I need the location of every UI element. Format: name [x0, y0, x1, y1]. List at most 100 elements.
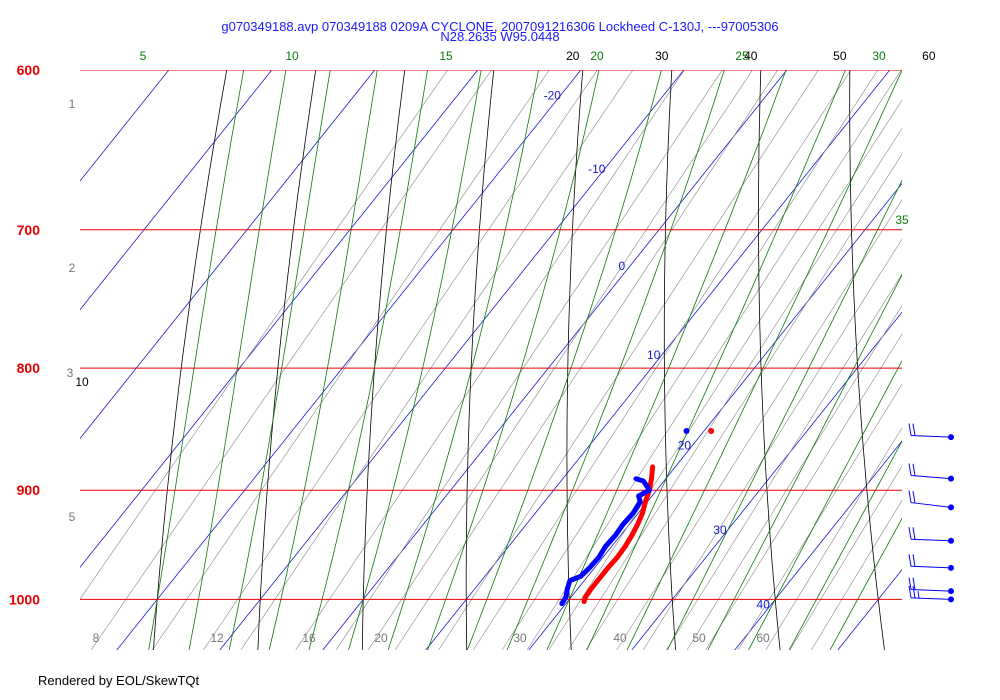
moist-adiabat-line	[228, 70, 331, 650]
wind-barb-flag	[908, 585, 912, 598]
dry-adiabat-label: 50	[833, 49, 847, 63]
mixing-ratio-line	[765, 427, 902, 650]
wind-barb-flag	[908, 490, 912, 503]
wind-barb-staff	[910, 434, 952, 438]
mixing-ratio-line	[335, 70, 723, 650]
wind-barb-dot	[948, 434, 954, 441]
mixing-ratio-line	[501, 70, 879, 650]
chart-grid	[80, 70, 1000, 650]
mixing-ratio-line	[666, 273, 902, 650]
moist-adiabat-line	[308, 70, 428, 650]
mixing-ratio-line	[295, 70, 685, 650]
isotherm-line	[425, 70, 891, 650]
moist-adiabat-line	[707, 274, 902, 650]
isotherm-line	[116, 70, 582, 650]
moist-adiabat-line	[348, 70, 482, 650]
moist-adiabat-line	[788, 440, 902, 650]
dry-adiabat-line	[849, 70, 885, 650]
wind-barb-staff	[910, 474, 952, 480]
dry-adiabat-line	[663, 70, 676, 650]
mixing-ratio-label: 60	[756, 631, 770, 645]
wind-barb-dot	[948, 596, 954, 603]
wind-barb-dot	[948, 564, 954, 571]
dry-adiabat-label: 20	[566, 49, 580, 63]
pressure-label: 900	[17, 482, 41, 498]
isotherm-label: -20	[544, 89, 562, 103]
mixing-ratio-line	[394, 70, 778, 650]
moist-adiabat-label: 20	[590, 49, 604, 63]
mixing-ratio-line	[438, 70, 819, 650]
chart-profiles	[559, 423, 954, 607]
mixing-ratio-line	[152, 70, 550, 650]
wind-barb-flag	[908, 527, 912, 540]
moist-adiabat-label: 25	[735, 49, 749, 63]
wind-barb-dot	[948, 504, 954, 511]
pressure-label: 600	[17, 62, 41, 78]
mixing-ratio-line	[705, 333, 902, 650]
isotherm-label: 40	[756, 598, 770, 612]
moist-adiabat-line	[829, 517, 902, 650]
wind-barb-flag	[912, 490, 916, 504]
isotherm-line	[734, 440, 902, 650]
isotherm-label: -10	[588, 162, 606, 176]
moist-adiabat-label: 30	[872, 49, 886, 63]
mixing-ratio-line	[737, 383, 902, 650]
isotherm-line	[80, 70, 273, 311]
dry-adiabat-line	[257, 70, 317, 650]
wind-barb-staff	[910, 597, 952, 600]
mixing-ratio-label: 30	[513, 631, 527, 645]
mixing-ratio-line	[585, 153, 902, 650]
mixing-ratio-label: 8	[93, 631, 100, 645]
moist-adiabat-line	[148, 70, 245, 650]
wind-barb-flag	[908, 577, 912, 590]
wind-barb-flag	[912, 423, 916, 436]
pressure-label: 700	[17, 222, 41, 238]
moist-adiabat-line	[586, 70, 846, 650]
dry-adiabat-line	[566, 70, 584, 650]
wind-barb-flag	[912, 463, 916, 476]
mixing-ratio-label: 12	[210, 631, 224, 645]
wind-barb-flag	[908, 423, 912, 436]
isotherm-line	[219, 70, 685, 650]
pressure-label: 800	[17, 360, 41, 376]
wind-barb-dot	[948, 588, 954, 595]
moist-adiabat-line	[466, 70, 662, 650]
wind-barb	[908, 577, 954, 595]
dry-adiabat-line	[153, 70, 228, 650]
isotherm-line	[80, 70, 170, 182]
mixing-ratio-line	[548, 99, 902, 650]
chart-subtitle: N28.2635 W95.0448	[440, 29, 559, 44]
mixing-ratio-line	[642, 238, 902, 650]
moist-adiabat-line	[387, 70, 539, 650]
dry-adiabat-line	[758, 70, 781, 650]
mixing-ratio-line	[80, 70, 448, 600]
wind-barb	[908, 463, 954, 482]
wind-barb-staff	[910, 589, 952, 592]
moist-adiabat-line	[626, 70, 902, 650]
chart-title: g070349188.avp 070349188 0209A CYCLONE, …	[221, 19, 778, 34]
mixing-ratio-label: 40	[613, 631, 627, 645]
isotherm-label: 20	[678, 439, 692, 453]
dry-adiabat-line	[939, 70, 989, 650]
mixing-ratio-line	[473, 70, 852, 650]
wind-barb-staff	[910, 565, 952, 569]
mixing-ratio-line	[616, 199, 902, 650]
dry-adiabat-line	[465, 70, 495, 650]
mixing-ratio-line	[686, 305, 902, 650]
moist-adiabat-line	[748, 359, 902, 650]
wind-barb-flag	[912, 577, 916, 590]
isotherm-line	[941, 70, 1000, 650]
wind-barb-dot	[948, 475, 954, 482]
moist-adiabat-line	[667, 179, 902, 650]
mixing-ratio-line	[526, 70, 902, 650]
render-credit: Rendered by EOL/SkewTQt	[38, 673, 200, 688]
isotherm-line	[322, 70, 788, 650]
moist-adiabat-line	[188, 70, 287, 650]
dewpoint-point	[683, 427, 690, 434]
moist-adiabat-line	[268, 70, 378, 650]
mixing-ratio-line	[240, 70, 634, 650]
temperature-point	[708, 427, 715, 434]
isotherm-label: 30	[713, 523, 727, 537]
